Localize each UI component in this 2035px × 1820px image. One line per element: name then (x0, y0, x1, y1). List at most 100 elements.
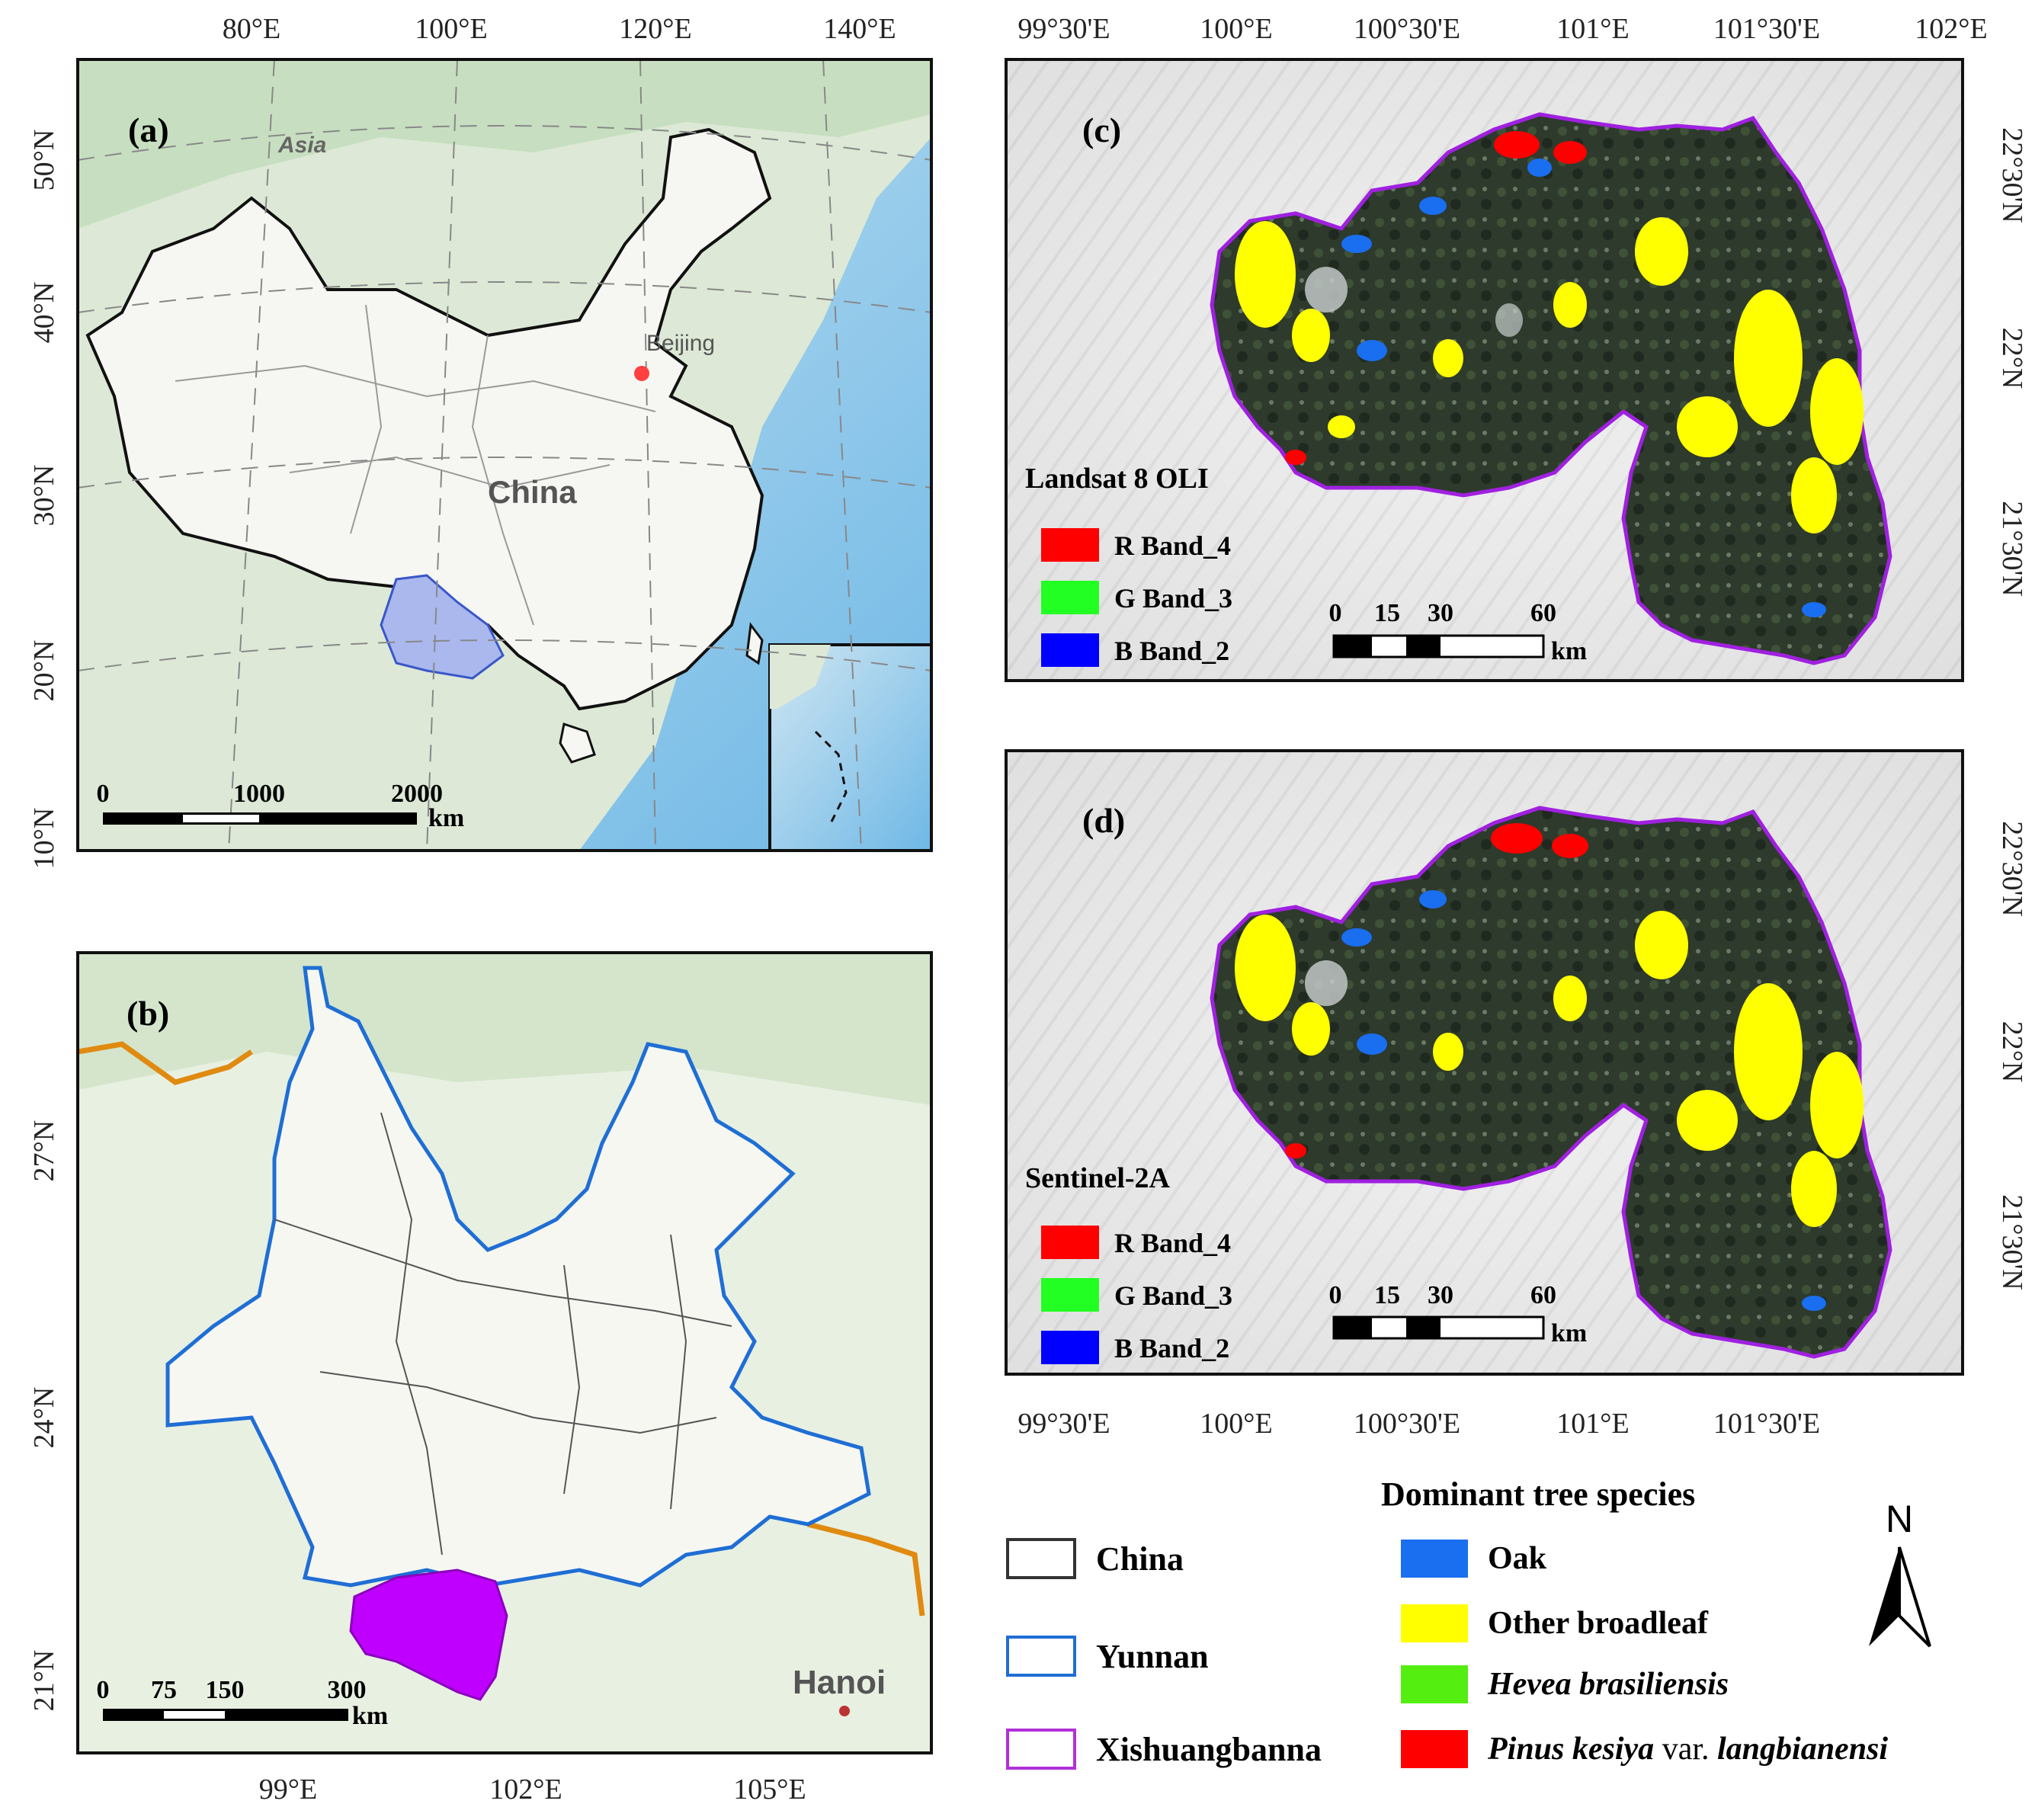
band-swatch-green (1041, 581, 1099, 614)
scale-unit: km (1551, 1319, 1587, 1347)
panel-c-top-tick: 101°30'E (1713, 13, 1820, 45)
panel-c (1005, 58, 1964, 682)
band-swatch-green (1041, 1278, 1099, 1312)
panel-c-frame (1005, 58, 1964, 682)
prefecture-lines (274, 1112, 732, 1556)
asia-label: Asia (277, 133, 326, 158)
scale-tick: 60 (1530, 599, 1556, 627)
band-swatch-red (1041, 528, 1099, 562)
panel-c-right-tick: 22°N (1996, 328, 2028, 389)
legend-label-china: China (1096, 1540, 1184, 1578)
scale-tick: 0 (97, 780, 110, 808)
inset-land (770, 645, 831, 709)
scale-tick: 0 (1329, 1281, 1342, 1309)
panel-b-left-tick: 21°N (28, 1650, 60, 1712)
scale-unit: km (428, 804, 464, 832)
species-swatch-pinus (1401, 1730, 1468, 1768)
band-label: B Band_2 (1114, 636, 1229, 666)
panel-c-class-patches (1235, 131, 1864, 617)
scale-tick: 75 (151, 1676, 177, 1704)
legend-swatch-xishuangbanna (1006, 1729, 1076, 1770)
panel-a-top-tick: 140°E (823, 13, 896, 45)
panel-c-right-tick: 22°30'N (1996, 127, 2028, 223)
pinus-var: var. (1654, 1732, 1717, 1767)
legend-swatch-yunnan (1006, 1636, 1076, 1677)
legend-label-xishuangbanna: Xishuangbanna (1096, 1731, 1322, 1768)
yunnan-highlight (380, 574, 505, 680)
panel-d-label: (d) (1082, 801, 1125, 840)
panel-d-class-patches (1235, 823, 1864, 1311)
panel-a-siberia-land (78, 59, 931, 229)
scale-tick: 0 (1329, 599, 1342, 627)
band-label: R Band_4 (1114, 530, 1231, 561)
species-label-oak: Oak (1488, 1541, 1547, 1576)
panel-d-sensor: Sentinel-2A (1025, 1162, 1171, 1194)
boundary-legend: China Yunnan Xishuangbanna (1006, 1538, 1322, 1770)
panel-a-frame (76, 58, 933, 852)
panel-a-graticule (77, 59, 932, 851)
panel-b-frame (76, 951, 933, 1754)
panel-b-bottom-tick: 105°E (733, 1774, 806, 1806)
pinus-variety: langbianensi (1717, 1732, 1888, 1767)
scale-tick: 1000 (233, 780, 285, 808)
panel-a-top-tick: 100°E (415, 13, 487, 45)
panel-b-terrain (78, 953, 931, 1105)
scale-unit: km (352, 1702, 388, 1730)
species-swatch-other-broadleaf (1401, 1604, 1468, 1642)
legend-label-yunnan: Yunnan (1096, 1638, 1209, 1675)
border-line-east (807, 1521, 925, 1617)
panel-a-top-tick: 120°E (619, 13, 691, 45)
band-swatch-red (1041, 1226, 1099, 1259)
north-arrow: N (1869, 1498, 1931, 1648)
panel-d-right-tick: 22°N (1996, 1021, 2028, 1083)
panel-a-left-tick: 50°N (28, 130, 60, 191)
scale-tick: 300 (328, 1676, 367, 1704)
hanoi-label: Hanoi (793, 1664, 886, 1701)
panel-d-bottom-tick: 100°E (1200, 1408, 1272, 1440)
panel-a-left-tick: 20°N (28, 640, 60, 702)
border-line-west (77, 1041, 253, 1085)
species-label-hevea: Hevea brasiliensis (1487, 1667, 1729, 1702)
panel-c-top-tick: 102°E (1915, 13, 1987, 45)
band-swatch-blue (1041, 1331, 1099, 1364)
panel-d-bottom-tick: 101°30'E (1713, 1408, 1820, 1440)
panel-c-right-tick: 21°30'N (1996, 501, 2028, 597)
band-label: R Band_4 (1114, 1228, 1231, 1258)
panel-d (1005, 749, 1964, 1376)
panel-c-top-tick: 100°E (1200, 13, 1272, 45)
scale-tick: 150 (206, 1676, 245, 1704)
panel-b-label: (b) (127, 994, 169, 1033)
panel-b (76, 951, 933, 1754)
panel-a-left-tick: 40°N (28, 282, 60, 344)
panel-c-top-tick: 99°30'E (1018, 13, 1110, 45)
panel-d-frame (1005, 749, 1964, 1376)
band-label: B Band_2 (1114, 1333, 1229, 1363)
inset-nine-dash-line (814, 730, 848, 824)
scale-tick: 0 (97, 1676, 110, 1704)
species-legend-title: Dominant tree species (1381, 1476, 1695, 1513)
band-swatch-blue (1041, 633, 1099, 667)
panel-a-scalebar: 0 1000 2000 km (97, 780, 465, 832)
panel-d-bottom-tick: 100°30'E (1354, 1408, 1460, 1440)
species-label-pinus: Pinus kesiya var. langbianensi (1487, 1732, 1888, 1767)
panel-c-scalebar: 0 15 30 60 km (1329, 599, 1588, 665)
hanoi-marker (839, 1706, 850, 1716)
panel-d-study-area (1210, 806, 1892, 1359)
beijing-marker (634, 366, 649, 381)
species-swatch-oak (1401, 1540, 1468, 1578)
panel-d-band-legend: R Band_4 G Band_3 B Band_2 (1041, 1226, 1232, 1364)
panel-a (76, 58, 933, 852)
scale-tick: 30 (1428, 1281, 1453, 1309)
china-label: China (488, 474, 577, 510)
panel-a-label: (a) (128, 111, 169, 149)
panel-b-left-tick: 27°N (28, 1120, 60, 1182)
panel-a-left-tick: 30°N (28, 465, 60, 527)
panel-a-top-tick: 80°E (223, 13, 280, 45)
scale-tick: 15 (1374, 1281, 1400, 1309)
species-label-other-broadleaf: Other broadleaf (1488, 1606, 1709, 1641)
scale-tick: 30 (1428, 599, 1453, 627)
band-label: G Band_3 (1114, 1280, 1232, 1311)
panel-a-left-tick: 10°N (28, 808, 60, 870)
panel-d-right-tick: 22°30'N (1996, 821, 2028, 917)
